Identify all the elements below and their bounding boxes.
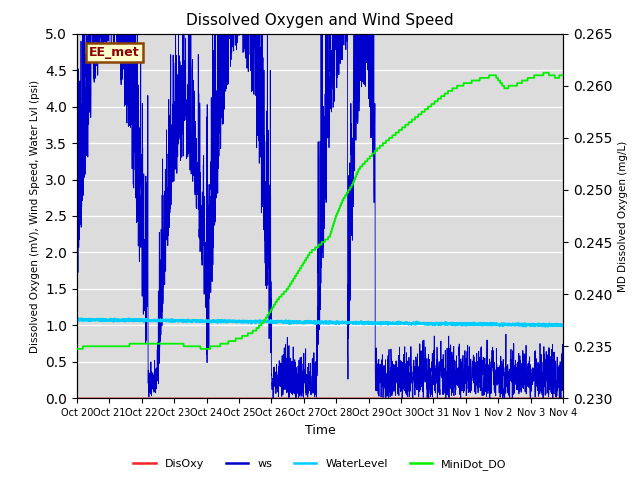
Title: Dissolved Oxygen and Wind Speed: Dissolved Oxygen and Wind Speed (186, 13, 454, 28)
X-axis label: Time: Time (305, 424, 335, 437)
Text: EE_met: EE_met (89, 47, 140, 60)
Y-axis label: MD Dissolved Oxygen (mg/L): MD Dissolved Oxygen (mg/L) (618, 140, 628, 292)
Legend: DisOxy, ws, WaterLevel, MiniDot_DO: DisOxy, ws, WaterLevel, MiniDot_DO (129, 455, 511, 474)
Y-axis label: Dissolved Oxygen (mV), Wind Speed, Water Lvl (psi): Dissolved Oxygen (mV), Wind Speed, Water… (29, 79, 40, 353)
